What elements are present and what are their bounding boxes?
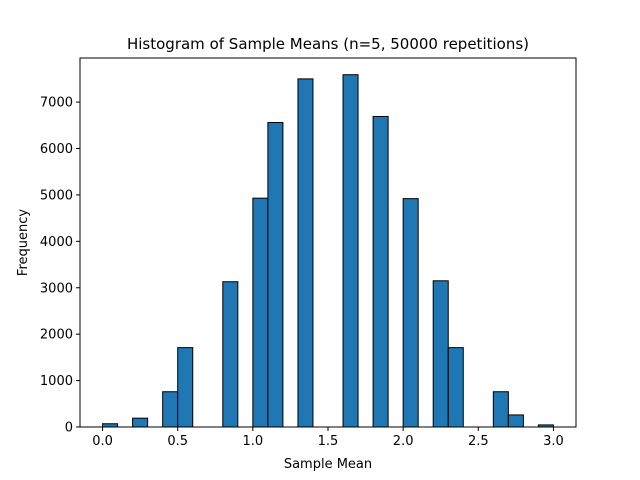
x-tick-label: 0.0 — [92, 434, 113, 449]
histogram-bar-11 — [432, 280, 449, 428]
histogram-bar-14 — [507, 414, 524, 428]
x-tick-label: 2.0 — [393, 434, 414, 449]
histogram-bar-1 — [132, 417, 149, 428]
y-tick-label: 6000 — [40, 142, 73, 157]
histogram-bar-12 — [447, 347, 464, 428]
x-tick-label: 2.5 — [468, 434, 489, 449]
x-tick-label: 3.0 — [543, 434, 564, 449]
histogram-bar-13 — [492, 391, 509, 428]
x-tick-label: 1.0 — [243, 434, 264, 449]
y-axis-ticks: 0 1000 2000 3000 4000 5000 6000 7000 — [40, 96, 80, 436]
histogram-bar-2 — [162, 391, 179, 428]
y-tick-label: 4000 — [40, 235, 73, 250]
y-tick-label: 1000 — [40, 374, 73, 389]
histogram-bar-9 — [372, 115, 389, 428]
histogram-bar-8 — [342, 74, 359, 428]
y-tick-label: 7000 — [40, 96, 73, 111]
y-tick-label: 5000 — [40, 188, 73, 203]
plot-frame — [79, 57, 577, 428]
histogram-bar-7 — [297, 78, 314, 428]
histogram-bar-10 — [402, 198, 419, 428]
y-tick-label: 2000 — [40, 328, 73, 343]
chart-title: Histogram of Sample Means (n=5, 50000 re… — [127, 35, 529, 53]
y-axis-title: Frequency — [16, 209, 31, 276]
x-tick-label: 0.5 — [167, 434, 188, 449]
histogram-bar-3 — [177, 347, 194, 428]
histogram-bar-4 — [222, 281, 239, 428]
histogram-bar-5 — [252, 197, 269, 428]
y-tick-label: 3000 — [40, 281, 73, 296]
y-tick-label: 0 — [65, 421, 73, 436]
histogram-bar-6 — [267, 122, 284, 428]
x-tick-label: 1.5 — [318, 434, 339, 449]
x-axis-title: Sample Mean — [284, 457, 372, 472]
bars-group — [102, 74, 554, 428]
x-axis-ticks: 0.0 0.5 1.0 1.5 2.0 2.5 3.0 — [92, 427, 564, 449]
